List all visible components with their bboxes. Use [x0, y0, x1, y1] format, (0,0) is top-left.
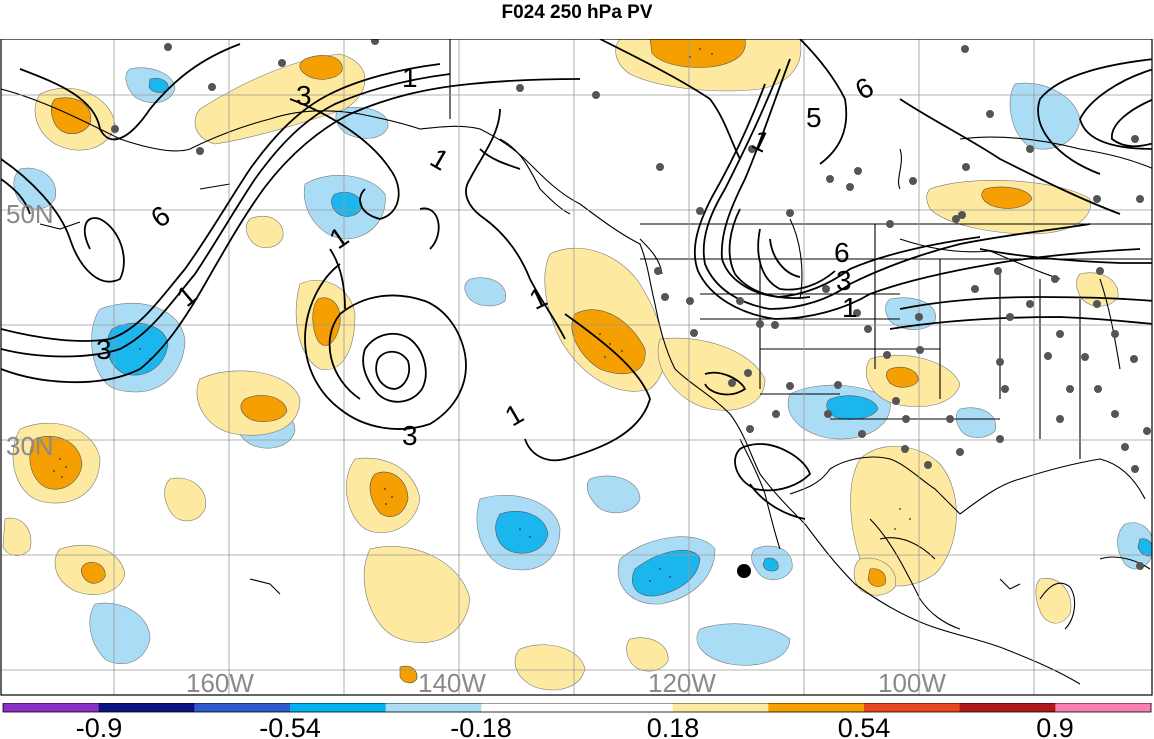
colorbar-tick-label: 0.54 [838, 713, 891, 739]
colorbar-swatch [768, 703, 865, 712]
contour-label: 1 [500, 398, 529, 433]
contour-label: 1 [425, 142, 454, 177]
map-title: F024 250 hPa PV [501, 2, 653, 23]
lon-label-120w: 120W [648, 668, 716, 698]
colorbar-tick-label: 0.18 [647, 713, 700, 739]
colorbar-swatch [481, 703, 578, 712]
contour-label: 6 [145, 200, 176, 234]
contour-label: 3 [836, 265, 852, 296]
colorbar-tick-label: -0.9 [76, 713, 123, 739]
colorbar-frame [2, 703, 1152, 713]
contour-label: 6 [834, 237, 850, 268]
contour-label: 1 [842, 292, 858, 323]
colorbar-swatch [194, 703, 291, 712]
colorbar-swatch [3, 703, 100, 712]
colorbar-swatch [98, 703, 195, 712]
colorbar-swatch [385, 703, 482, 712]
colorbar-ticks: -0.9 -0.54 -0.18 0.18 0.54 0.9 [76, 713, 1074, 739]
map-frame [0, 39, 1153, 696]
colorbar-swatch [672, 703, 769, 712]
lat-label-30n: 30N [6, 431, 54, 461]
lon-label-160w: 160W [186, 668, 254, 698]
colorbar-swatch [577, 703, 674, 712]
contour-label: 3 [296, 80, 312, 111]
contour-label: 3 [96, 334, 112, 365]
contour-label: 6 [850, 71, 879, 106]
colorbar-tick-label: -0.54 [259, 713, 321, 739]
colorbar-swatch [864, 703, 961, 712]
colorbar-swatch [1055, 703, 1152, 712]
strong-positive-shading [29, 39, 1033, 684]
colorbar-swatches [3, 703, 1152, 712]
pv-map: 3 1 6 1 1 3 1 1 3 1 1 5 6 6 3 1 50N 30N … [0, 39, 1153, 698]
axis-labels: 50N 30N 160W 140W 120W 100W [6, 199, 946, 698]
contour-label: 5 [806, 102, 822, 133]
colorbar-swatch [290, 703, 387, 712]
lat-lon-grid [1, 39, 1152, 695]
colorbar-swatch [959, 703, 1056, 712]
coastlines-borders [1, 39, 1152, 685]
strong-negative-shading [106, 77, 1152, 597]
contour-label: 1 [747, 124, 774, 159]
lat-label-50n: 50N [6, 199, 54, 229]
colorbar: -0.9 -0.54 -0.18 0.18 0.54 0.9 [2, 703, 1152, 739]
contour-label: 3 [402, 420, 418, 451]
station-dots [111, 39, 1151, 570]
pv-contours [1, 39, 1152, 520]
colorbar-tick-label: -0.18 [450, 713, 512, 739]
stipple-dots [53, 48, 911, 582]
lon-label-140w: 140W [418, 668, 486, 698]
colorbar-tick-label: 0.9 [1036, 713, 1074, 739]
marked-location-dot [737, 564, 751, 578]
lon-label-100w: 100W [878, 668, 946, 698]
contour-label: 1 [402, 62, 418, 93]
